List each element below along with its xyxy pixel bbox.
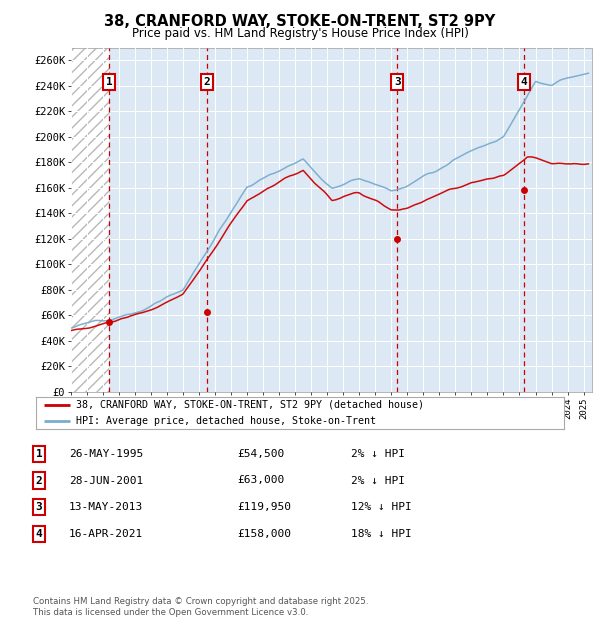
Text: 2% ↓ HPI: 2% ↓ HPI	[351, 449, 405, 459]
Text: 12% ↓ HPI: 12% ↓ HPI	[351, 502, 412, 512]
Text: 28-JUN-2001: 28-JUN-2001	[69, 476, 143, 485]
Text: 3: 3	[35, 502, 43, 512]
Text: Contains HM Land Registry data © Crown copyright and database right 2025.
This d: Contains HM Land Registry data © Crown c…	[33, 598, 368, 617]
Text: 3: 3	[394, 77, 401, 87]
Text: 38, CRANFORD WAY, STOKE-ON-TRENT, ST2 9PY (detached house): 38, CRANFORD WAY, STOKE-ON-TRENT, ST2 9P…	[76, 400, 424, 410]
Text: 38, CRANFORD WAY, STOKE-ON-TRENT, ST2 9PY: 38, CRANFORD WAY, STOKE-ON-TRENT, ST2 9P…	[104, 14, 496, 29]
Text: 2: 2	[35, 476, 43, 485]
Text: 4: 4	[521, 77, 527, 87]
Text: Price paid vs. HM Land Registry's House Price Index (HPI): Price paid vs. HM Land Registry's House …	[131, 27, 469, 40]
Text: HPI: Average price, detached house, Stoke-on-Trent: HPI: Average price, detached house, Stok…	[76, 416, 376, 426]
Text: £158,000: £158,000	[237, 529, 291, 539]
Text: 2% ↓ HPI: 2% ↓ HPI	[351, 476, 405, 485]
Text: £119,950: £119,950	[237, 502, 291, 512]
Text: £54,500: £54,500	[237, 449, 284, 459]
Text: 1: 1	[35, 449, 43, 459]
Text: 16-APR-2021: 16-APR-2021	[69, 529, 143, 539]
Text: 4: 4	[35, 529, 43, 539]
Text: 1: 1	[106, 77, 113, 87]
Text: 13-MAY-2013: 13-MAY-2013	[69, 502, 143, 512]
Text: 26-MAY-1995: 26-MAY-1995	[69, 449, 143, 459]
Text: £63,000: £63,000	[237, 476, 284, 485]
Text: 18% ↓ HPI: 18% ↓ HPI	[351, 529, 412, 539]
Text: 2: 2	[203, 77, 211, 87]
